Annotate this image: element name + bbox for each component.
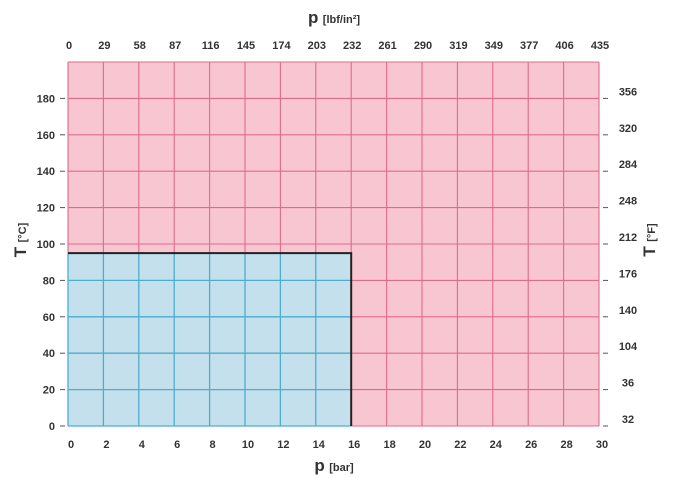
x-top-tick-label: 0 (66, 40, 72, 52)
y-left-tick-label: 80 (43, 275, 55, 287)
x-bottom-tick-label: 2 (103, 439, 109, 451)
y-right-tick-label: 248 (619, 196, 637, 208)
y-left-tick-label: 160 (37, 130, 55, 142)
y-left-axis-title: T [°C] (11, 222, 30, 257)
ticks-layer: 0 2 4 6 8 10 12 14 16 18 20 22 24 26 28 300 29 58 87 116 145… (37, 40, 638, 451)
x-bottom-tick-label: 10 (242, 439, 254, 451)
y-left-tick-label: 120 (37, 203, 55, 215)
x-top-tick-label: 290 (414, 40, 432, 52)
y-left-tick-label: 60 (43, 312, 55, 324)
y-right-tick-label: 320 (619, 123, 637, 135)
y-left-axis-unit: [°C] (17, 222, 29, 242)
x-top-tick-label: 232 (343, 40, 361, 52)
boundary-layer (68, 252, 353, 426)
x-top-tick-label: 377 (520, 40, 538, 52)
y-right-axis-title: T [°F] (640, 223, 659, 257)
x-bottom-tick-label: 24 (490, 439, 503, 451)
x-bottom-tick-label: 18 (383, 439, 395, 451)
x-bottom-tick-label: 16 (348, 439, 360, 451)
y-left-tick-label: 100 (37, 239, 55, 251)
x-bottom-tick-label: 22 (454, 439, 466, 451)
x-top-tick-label: 174 (272, 40, 291, 52)
x-bottom-tick-label: 30 (596, 439, 608, 451)
x-top-tick-label: 406 (555, 40, 573, 52)
x-bottom-tick-label: 8 (210, 439, 216, 451)
x-top-tick-label: 116 (202, 40, 220, 52)
x-bottom-tick-label: 12 (277, 439, 289, 451)
x-bottom-tick-label: 28 (560, 439, 572, 451)
x-top-tick-label: 87 (169, 40, 181, 52)
y-left-tick-label: 40 (43, 348, 55, 360)
y-left-tick-label: 140 (37, 166, 55, 178)
x-top-tick-label: 349 (485, 40, 503, 52)
x-top-tick-label: 29 (98, 40, 110, 52)
x-bottom-axis-title: p [bar] (314, 456, 354, 475)
x-bottom-tick-label: 20 (419, 439, 431, 451)
y-left-axis-symbol: T (11, 246, 30, 257)
x-bottom-axis-unit: [bar] (329, 462, 354, 474)
y-right-tick-label: 140 (619, 305, 637, 317)
grid-layer (67, 61, 600, 427)
x-top-axis-unit: [lbf/in²] (323, 14, 361, 26)
x-bottom-tick-label: 0 (68, 439, 74, 451)
y-right-tick-label: 104 (619, 341, 638, 353)
y-right-tick-label: 212 (619, 232, 637, 244)
y-right-axis-unit: [°F] (646, 223, 658, 242)
y-left-tick-label: 0 (49, 421, 55, 433)
x-top-axis-symbol: p (308, 8, 318, 27)
x-top-tick-label: 261 (378, 40, 396, 52)
x-bottom-axis-symbol: p (314, 456, 324, 475)
x-bottom-tick-label: 26 (525, 439, 537, 451)
x-top-tick-label: 203 (308, 40, 326, 52)
limit-boundary-line (68, 252, 353, 426)
y-right-tick-label: 176 (619, 268, 637, 280)
y-right-axis-symbol: T (640, 246, 659, 257)
x-top-tick-label: 58 (134, 40, 146, 52)
y-right-tick-label: 356 (619, 86, 637, 98)
y-left-tick-label: 20 (43, 385, 55, 397)
x-bottom-tick-label: 14 (313, 439, 326, 451)
x-top-tick-label: 435 (591, 40, 609, 52)
y-left-tick-label: 180 (37, 93, 55, 105)
y-right-tick-label: 284 (619, 159, 638, 171)
x-top-axis-title: p [lbf/in²] (308, 8, 360, 27)
x-bottom-tick-label: 4 (139, 439, 146, 451)
x-bottom-tick-label: 6 (174, 439, 180, 451)
x-top-tick-label: 145 (237, 40, 255, 52)
x-top-tick-label: 319 (449, 40, 467, 52)
y-right-tick-label: 36 (622, 378, 634, 390)
y-right-tick-label: 32 (622, 414, 634, 426)
